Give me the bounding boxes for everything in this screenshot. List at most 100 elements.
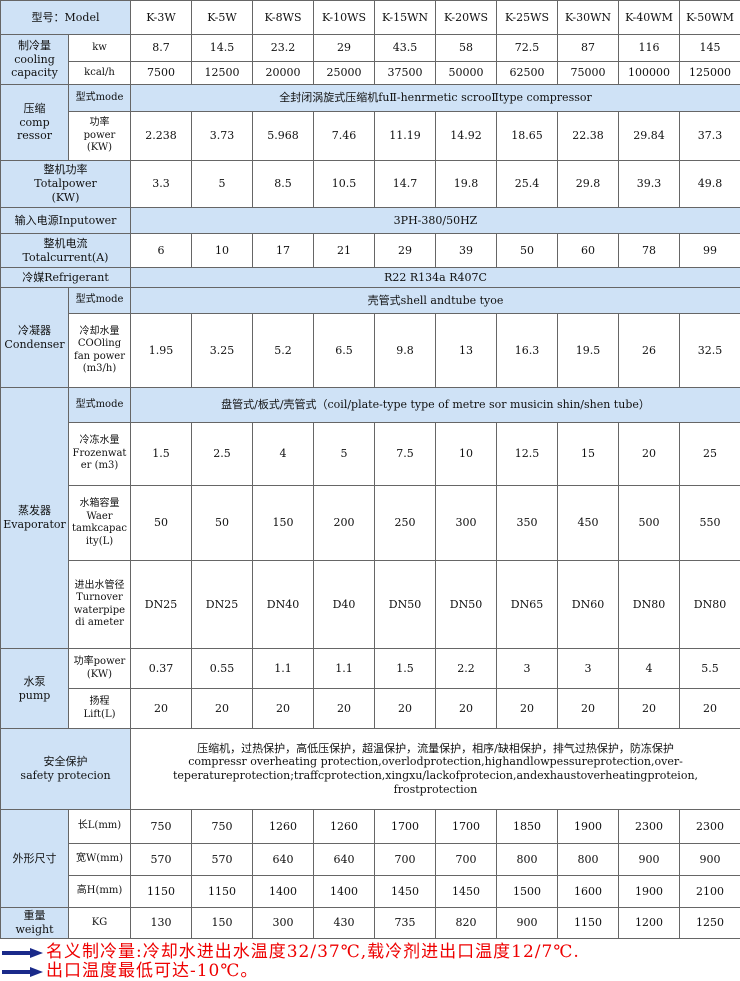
cell-value: 2300 bbox=[679, 809, 740, 844]
cell-value: D40 bbox=[313, 560, 375, 649]
model-name: K-3W bbox=[130, 0, 192, 35]
cell-value: 75000 bbox=[557, 61, 619, 85]
cell-value: 1450 bbox=[435, 875, 497, 908]
spec-row: 高H(mm) 1150 1150 1400 1400 1450 1450 1500 1600 19… bbox=[1, 875, 740, 908]
cell-value: 1.95 bbox=[130, 313, 192, 388]
note: 名义制冷量:冷却水进出水温度32/37℃,载冷剂进出口温度12/7℃. bbox=[0, 943, 740, 962]
cell-value: 20 bbox=[557, 688, 619, 729]
cell-value: 1150 bbox=[191, 875, 253, 908]
cell-value: 12.5 bbox=[496, 422, 558, 486]
cell-value: 900 bbox=[679, 843, 740, 876]
cell-value: 19.5 bbox=[557, 313, 619, 388]
cell-value: 1150 bbox=[557, 907, 619, 939]
cell-value: 550 bbox=[679, 485, 740, 561]
cell-value: 32.5 bbox=[679, 313, 740, 388]
cell-value: DN60 bbox=[557, 560, 619, 649]
spec-row: 安全保护 safety protecion 压缩机，过热保护，高低压保护，超温保护… bbox=[0, 728, 740, 810]
row-label: 宽W(mm) bbox=[68, 843, 131, 876]
note-text: 出口温度最低可达-10℃。 bbox=[46, 961, 259, 981]
cell-value: 5 bbox=[313, 422, 375, 486]
cell-value: DN50 bbox=[435, 560, 497, 649]
cell-value: 10 bbox=[191, 233, 253, 268]
cell-value: 1500 bbox=[496, 875, 558, 908]
cell-value: 735 bbox=[374, 907, 436, 939]
cell-value: 20 bbox=[496, 688, 558, 729]
group-label: 外形尺寸 bbox=[0, 809, 69, 908]
cell-value: 7.46 bbox=[313, 111, 375, 161]
cell-value: 1260 bbox=[252, 809, 314, 844]
cell-value: 570 bbox=[191, 843, 253, 876]
cell-value: 200 bbox=[313, 485, 375, 561]
model-name: K-10WS bbox=[313, 0, 375, 35]
cell-value: 300 bbox=[252, 907, 314, 939]
cell-value: 2100 bbox=[679, 875, 740, 908]
span-value: 全封闭涡旋式压缩机fuⅡ-henrmetic scrooⅡtype compre… bbox=[130, 84, 740, 112]
cell-value: 0.37 bbox=[130, 648, 192, 689]
spec-row: 蒸发器 Evaporator 型式mode 盘管式/板式/壳管式（coil/plat… bbox=[0, 387, 740, 649]
spec-row: 功率 power (KW) 2.238 3.73 5.968 7.46 11.19 14.9… bbox=[1, 111, 740, 161]
cell-value: 78 bbox=[618, 233, 680, 268]
row-label: 型式mode bbox=[68, 387, 131, 423]
span-value: 3PH-380/50HZ bbox=[130, 207, 740, 234]
cell-value: 1.1 bbox=[313, 648, 375, 689]
cell-value: 1900 bbox=[557, 809, 619, 844]
group-label: 整机电流 Totalcurrent(A) bbox=[0, 233, 131, 268]
cell-value: 1260 bbox=[313, 809, 375, 844]
spec-row: 水箱容量 Waer tamkcapac ity(L) 50 50 150 200 250 3… bbox=[1, 485, 740, 561]
cell-value: 29 bbox=[374, 233, 436, 268]
cell-value: 39.3 bbox=[618, 160, 680, 208]
cell-value: 99 bbox=[679, 233, 740, 268]
cell-value: 39 bbox=[435, 233, 497, 268]
cell-value: 6.5 bbox=[313, 313, 375, 388]
spec-row: 冷媒Refrigerant R22 R134a R407C bbox=[0, 267, 740, 288]
cell-value: 2.2 bbox=[435, 648, 497, 689]
cell-value: 750 bbox=[191, 809, 253, 844]
cell-value: 49.8 bbox=[679, 160, 740, 208]
cell-value: 5.5 bbox=[679, 648, 740, 689]
cell-value: 16.3 bbox=[496, 313, 558, 388]
cell-value: 20 bbox=[191, 688, 253, 729]
cell-value: 125000 bbox=[679, 61, 740, 85]
cell-value: 130 bbox=[130, 907, 192, 939]
spec-row: 进出水管径 Turnover waterpipe di ameter DN25 DN… bbox=[1, 560, 740, 649]
cell-value: 29 bbox=[313, 34, 375, 62]
cell-value: 20 bbox=[435, 688, 497, 729]
cell-value: DN25 bbox=[130, 560, 192, 649]
model-name: K-40WM bbox=[618, 0, 680, 35]
cell-value: 2.238 bbox=[130, 111, 192, 161]
model-name: K-20WS bbox=[435, 0, 497, 35]
cell-value: 1400 bbox=[252, 875, 314, 908]
cell-value: 17 bbox=[252, 233, 314, 268]
cell-value: 350 bbox=[496, 485, 558, 561]
model-name: K-25WS bbox=[496, 0, 558, 35]
spec-table: 型号：Model K-3W K-5W K-8WS K-10WS K-15WN K-20WS K… bbox=[0, 0, 740, 939]
cell-value: DN80 bbox=[679, 560, 740, 649]
cell-value: DN25 bbox=[191, 560, 253, 649]
cell-value: 20 bbox=[313, 688, 375, 729]
cell-value: 8.5 bbox=[252, 160, 314, 208]
note-text: 名义制冷量:冷却水进出水温度32/37℃,载冷剂进出口温度12/7℃. bbox=[46, 942, 580, 962]
spec-row: 输入电源Inputower 3PH-380/50HZ bbox=[0, 207, 740, 234]
cell-value: 150 bbox=[252, 485, 314, 561]
cell-value: 22.38 bbox=[557, 111, 619, 161]
spec-row: 重量 weight KG 130 150 300 430 735 820 900 1150 1200… bbox=[0, 907, 740, 939]
row-label: 扬程 Lift(L) bbox=[68, 688, 131, 729]
cell-value: 25000 bbox=[313, 61, 375, 85]
cell-value: 23.2 bbox=[252, 34, 314, 62]
cell-value: DN50 bbox=[374, 560, 436, 649]
note: 出口温度最低可达-10℃。 bbox=[0, 962, 740, 981]
spec-row: 冷却水量 COOling fan power (m3/h) 1.95 3.25 5.2… bbox=[1, 313, 740, 388]
cell-value: 3 bbox=[557, 648, 619, 689]
cell-value: 450 bbox=[557, 485, 619, 561]
cell-value: 250 bbox=[374, 485, 436, 561]
cell-value: 58 bbox=[435, 34, 497, 62]
group-label: 整机功率 Totalpower (KW) bbox=[0, 160, 131, 208]
cell-value: 500 bbox=[618, 485, 680, 561]
arrow-icon bbox=[2, 947, 43, 958]
cell-value: 700 bbox=[374, 843, 436, 876]
cell-value: 20 bbox=[130, 688, 192, 729]
cell-value: 29.84 bbox=[618, 111, 680, 161]
spec-row: 冷凝器 Condenser 型式mode 壳管式shell andtube tyoe bbox=[0, 287, 740, 388]
cell-value: 1450 bbox=[374, 875, 436, 908]
cell-value: 700 bbox=[435, 843, 497, 876]
